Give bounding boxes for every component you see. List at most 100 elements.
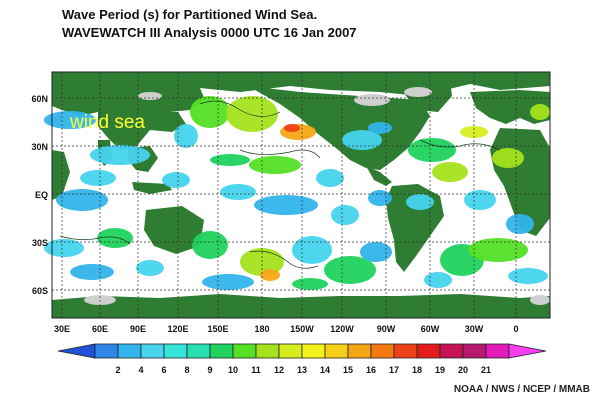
- colorbar-segment: [347, 343, 372, 359]
- latitude-axis: 60N 30N EQ 30S 60S: [31, 94, 48, 296]
- wave-period-patch: [492, 148, 524, 168]
- wave-period-patch: [136, 260, 164, 276]
- longitude-label: 0: [513, 324, 518, 334]
- latitude-label: EQ: [35, 190, 48, 200]
- wave-period-patch: [424, 272, 452, 288]
- longitude-label: 90W: [377, 324, 396, 334]
- wave-period-patch: [464, 190, 496, 210]
- wave-period-patch: [226, 96, 278, 132]
- sea-ice-patch: [354, 94, 390, 106]
- colorbar-segment: [462, 343, 487, 359]
- colorbar-tick-label: 2: [115, 365, 120, 375]
- wave-period-patch: [80, 170, 116, 186]
- longitude-label: 150E: [207, 324, 228, 334]
- wave-period-patch: [368, 122, 392, 134]
- colorbar-segment: [232, 343, 257, 359]
- longitude-label: 60W: [421, 324, 440, 334]
- colorbar-segment: [163, 343, 188, 359]
- longitude-label: 150W: [290, 324, 314, 334]
- wave-period-patch: [190, 96, 230, 128]
- asia: [98, 108, 186, 150]
- wave-period-patch: [174, 124, 198, 148]
- indonesia: [132, 182, 172, 194]
- latitude-label: 60S: [32, 286, 48, 296]
- colorbar-segment: [439, 343, 464, 359]
- wave-period-patch: [408, 138, 456, 162]
- wave-period-patch: [70, 264, 114, 280]
- wave-period-patch: [324, 256, 376, 284]
- wave-period-patch: [316, 169, 344, 187]
- wave-period-patch: [254, 195, 318, 215]
- sea-ice-patch: [404, 87, 432, 97]
- wave-period-patch: [210, 154, 250, 166]
- wave-period-patch: [162, 172, 190, 188]
- colorbar-segment: [324, 343, 349, 359]
- colorbar-tick-label: 6: [161, 365, 166, 375]
- contour-line: [199, 100, 281, 117]
- wave-period-patch: [56, 189, 108, 211]
- longitude-label: 120W: [330, 324, 354, 334]
- sea-ice-patch: [530, 295, 550, 305]
- colorbar-tick-label: 9: [207, 365, 212, 375]
- map-border: [51, 71, 551, 319]
- colorbar-segment: [416, 343, 441, 359]
- wave-period-patch: [331, 205, 359, 225]
- europe: [470, 90, 550, 124]
- colorbar-segment: [485, 343, 510, 359]
- colorbar-tick-label: 20: [458, 365, 468, 375]
- title-block: Wave Period (s) for Partitioned Wind Sea…: [62, 6, 357, 42]
- wave-period-patch: [506, 214, 534, 234]
- wave-period-patch: [292, 236, 332, 264]
- colorbar-segment: [117, 343, 142, 359]
- colorbar-tick-label: 13: [297, 365, 307, 375]
- colorbar-tick-label: 16: [366, 365, 376, 375]
- wave-period-patch: [220, 184, 256, 200]
- lat-lon-grid: [52, 72, 550, 318]
- sea-ice-patch: [138, 92, 162, 100]
- wind-sea-label: wind sea: [69, 112, 145, 133]
- latitude-label: 30S: [32, 238, 48, 248]
- wave-period-patch: [44, 111, 96, 129]
- wave-period-patch: [44, 239, 84, 257]
- wave-period-patch: [260, 269, 280, 281]
- colorbar-arrow-left: [57, 343, 96, 359]
- colorbar-tick-label: 18: [412, 365, 422, 375]
- longitude-label: 30E: [54, 324, 70, 334]
- latitude-label: 60N: [31, 94, 48, 104]
- contour-line: [249, 250, 319, 269]
- colorbar-segment: [393, 343, 418, 359]
- wave-period-patch: [249, 156, 301, 174]
- north-america: [248, 86, 430, 170]
- longitude-axis: 30E 60E 90E 120E 150E 180 150W 120W 90W 60W 30W 0: [54, 324, 519, 334]
- colorbar-segment: [209, 343, 234, 359]
- colorbar-tick-label: 21: [481, 365, 491, 375]
- colorbar-segment: [370, 343, 395, 359]
- antarctica: [52, 294, 550, 318]
- wave-period-patch: [508, 268, 548, 284]
- colorbar-segment: [94, 343, 119, 359]
- colorbar-tick-label: 10: [228, 365, 238, 375]
- colorbar-tick-label: 11: [251, 365, 261, 375]
- contour-line: [59, 235, 131, 245]
- colorbar-segment: [301, 343, 326, 359]
- colorbar-tick-label: 14: [320, 365, 330, 375]
- africa-west: [52, 150, 70, 200]
- longitude-label: 30W: [465, 324, 484, 334]
- colorbar-tick-label: 8: [184, 365, 189, 375]
- contour-line: [239, 149, 321, 159]
- wave-period-patch: [90, 145, 150, 165]
- longitude-label: 90E: [130, 324, 146, 334]
- wave-period-patch: [368, 190, 392, 206]
- colorbar-segment: [278, 343, 303, 359]
- longitude-label: 120E: [167, 324, 188, 334]
- colorbar-tick-label: 12: [274, 365, 284, 375]
- central-america: [366, 166, 392, 186]
- wave-period-patch: [360, 242, 392, 262]
- wave-period-patch: [202, 274, 254, 290]
- eurasia-east: [52, 80, 205, 120]
- longitude-label: 60E: [92, 324, 108, 334]
- colorbar-tick-label: 17: [389, 365, 399, 375]
- colorbar-segment: [255, 343, 280, 359]
- chart-title: Wave Period (s) for Partitioned Wind Sea…: [62, 7, 318, 22]
- colorbar-segment: [186, 343, 211, 359]
